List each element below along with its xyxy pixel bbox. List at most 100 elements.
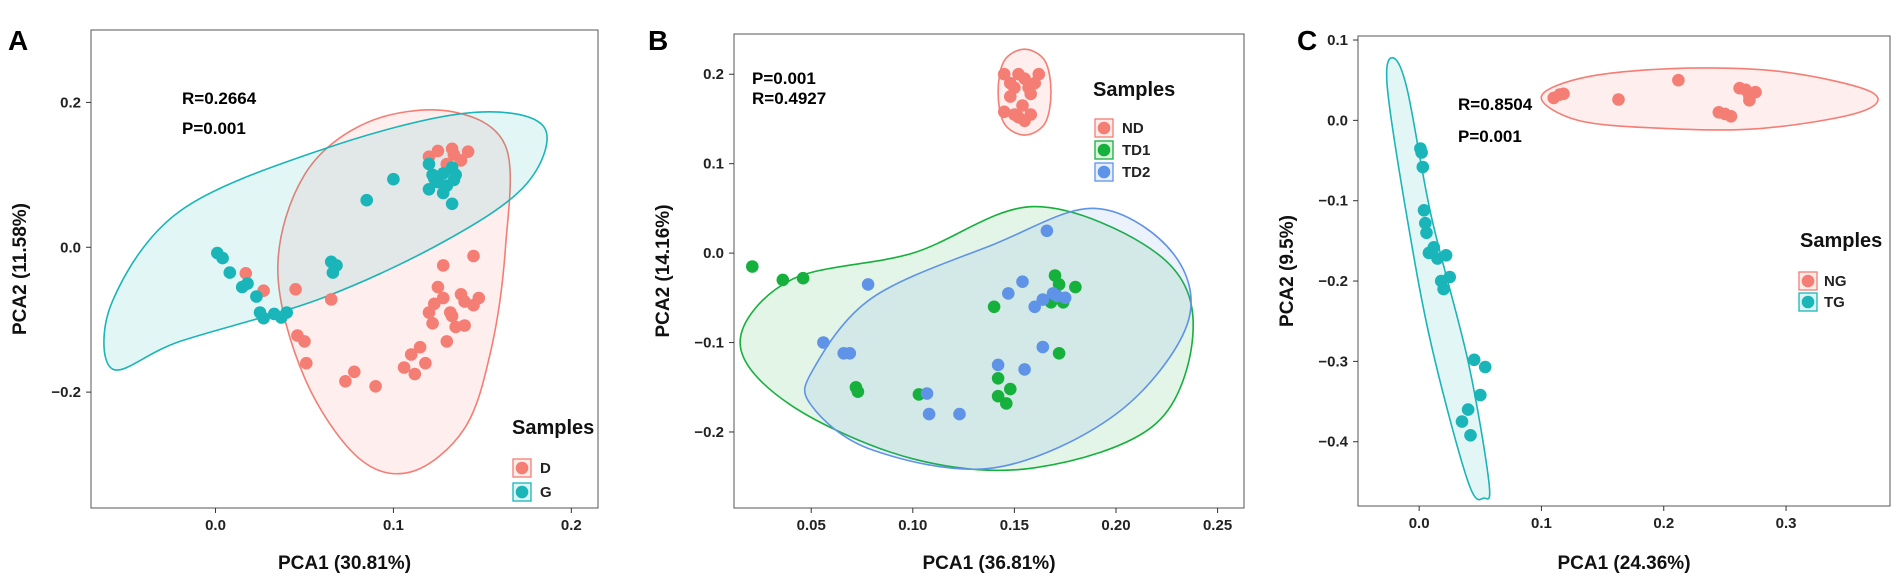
point-d xyxy=(467,249,480,263)
point-tg xyxy=(1478,360,1492,374)
point-d xyxy=(445,142,459,156)
point-tg xyxy=(1427,241,1441,254)
point-d xyxy=(422,306,436,319)
legend-marker-d xyxy=(515,461,529,475)
point-ng xyxy=(1724,110,1738,123)
point-g xyxy=(360,193,374,207)
point-d xyxy=(444,306,457,319)
point-td1 xyxy=(1000,397,1013,410)
x-tick-label: 0.05 xyxy=(797,517,826,534)
point-td1 xyxy=(851,385,865,399)
point-td2 xyxy=(991,358,1005,372)
plot-content xyxy=(739,48,1195,472)
y-tick-label: −0.2 xyxy=(1318,273,1348,290)
y-tick-label: −0.1 xyxy=(694,335,724,352)
x-tick-label: 0.0 xyxy=(1409,515,1430,532)
point-g xyxy=(436,186,450,200)
plot-frame xyxy=(90,29,599,509)
point-td2 xyxy=(1036,293,1050,306)
point-d xyxy=(458,319,471,332)
point-d xyxy=(431,280,445,294)
legend-marker-td1 xyxy=(1097,143,1111,157)
x-tick-label: 0.2 xyxy=(1653,515,1674,532)
point-td1 xyxy=(991,389,1005,403)
x-tick-label: 0.1 xyxy=(383,517,404,534)
point-nd xyxy=(1032,67,1046,81)
point-g xyxy=(280,306,294,319)
point-td2 xyxy=(1018,363,1031,376)
x-axis-title: PCA1 (36.81%) xyxy=(922,553,1055,574)
plot-content xyxy=(103,109,548,475)
y-tick-label: 0.1 xyxy=(703,156,724,173)
point-tg xyxy=(1474,388,1487,402)
point-td2 xyxy=(1016,275,1029,289)
legend-marker-ng xyxy=(1801,274,1815,288)
point-td1 xyxy=(796,271,810,285)
point-d xyxy=(436,291,450,305)
y-tick-label: 0.0 xyxy=(1327,112,1348,129)
point-d xyxy=(436,259,450,272)
y-axis-title: PCA2 (14.16%) xyxy=(653,204,674,337)
point-g xyxy=(326,266,340,279)
point-tg xyxy=(1420,226,1433,240)
legend-title: Samples xyxy=(1093,79,1175,101)
legend-label-nd: ND xyxy=(1122,120,1144,137)
point-g xyxy=(387,172,400,186)
legend-marker-g xyxy=(515,485,529,499)
point-td2 xyxy=(1036,340,1050,354)
y-tick-label: 0.0 xyxy=(703,245,724,262)
point-td2 xyxy=(843,347,857,360)
x-tick-label: 0.15 xyxy=(1000,517,1029,534)
plot-content xyxy=(1385,56,1879,501)
point-tg xyxy=(1443,270,1456,284)
point-td1 xyxy=(1069,280,1082,294)
y-axis-title: PCA2 (9.5%) xyxy=(1277,215,1298,327)
y-tick-label: −0.2 xyxy=(51,384,81,401)
legend-label-tg: TG xyxy=(1824,294,1845,311)
point-td2 xyxy=(953,407,966,421)
legend-title: Samples xyxy=(512,417,594,439)
point-nd xyxy=(1016,99,1029,112)
point-td2 xyxy=(817,336,830,349)
x-tick-label: 0.25 xyxy=(1203,517,1232,534)
stat-annotation: R=0.4927 xyxy=(752,89,826,108)
legend-label-td2: TD2 xyxy=(1122,164,1150,181)
y-tick-label: 0.0 xyxy=(60,239,81,256)
point-td2 xyxy=(1028,300,1041,314)
y-tick-label: −0.2 xyxy=(694,424,724,441)
point-g xyxy=(422,157,436,171)
stat-annotation: R=0.2664 xyxy=(182,89,257,108)
point-d xyxy=(440,335,454,348)
point-d xyxy=(431,144,445,158)
point-td1 xyxy=(1004,382,1017,396)
ellipse-td2 xyxy=(803,207,1192,471)
x-axis-title: PCA1 (24.36%) xyxy=(1557,553,1690,574)
point-d xyxy=(397,361,411,374)
point-td1 xyxy=(746,260,759,273)
x-tick-label: 0.20 xyxy=(1101,517,1130,534)
legend-marker-td2 xyxy=(1097,165,1111,179)
point-d xyxy=(339,375,352,388)
point-td2 xyxy=(920,387,934,400)
point-tg xyxy=(1437,282,1450,296)
y-axis-title: PCA2 (11.58%) xyxy=(10,203,31,335)
stat-annotation: P=0.001 xyxy=(752,69,816,88)
point-nd xyxy=(997,67,1011,81)
y-tick-label: 0.2 xyxy=(60,94,81,111)
point-tg xyxy=(1455,415,1469,428)
ellipse-ng xyxy=(1540,67,1879,131)
point-td2 xyxy=(861,278,875,291)
point-tg xyxy=(1416,160,1430,174)
x-axis-title: PCA1 (30.81%) xyxy=(278,553,411,574)
point-g xyxy=(250,290,263,303)
point-td2 xyxy=(922,407,936,421)
point-d xyxy=(348,365,361,379)
point-d xyxy=(300,356,313,370)
panel-label-a: A xyxy=(8,25,28,56)
point-td2 xyxy=(1040,224,1054,238)
x-tick-label: 0.3 xyxy=(1776,515,1797,532)
point-d xyxy=(461,145,475,158)
legend-title: Samples xyxy=(1800,230,1882,252)
legend-label-td1: TD1 xyxy=(1122,142,1150,159)
point-g xyxy=(257,311,270,325)
